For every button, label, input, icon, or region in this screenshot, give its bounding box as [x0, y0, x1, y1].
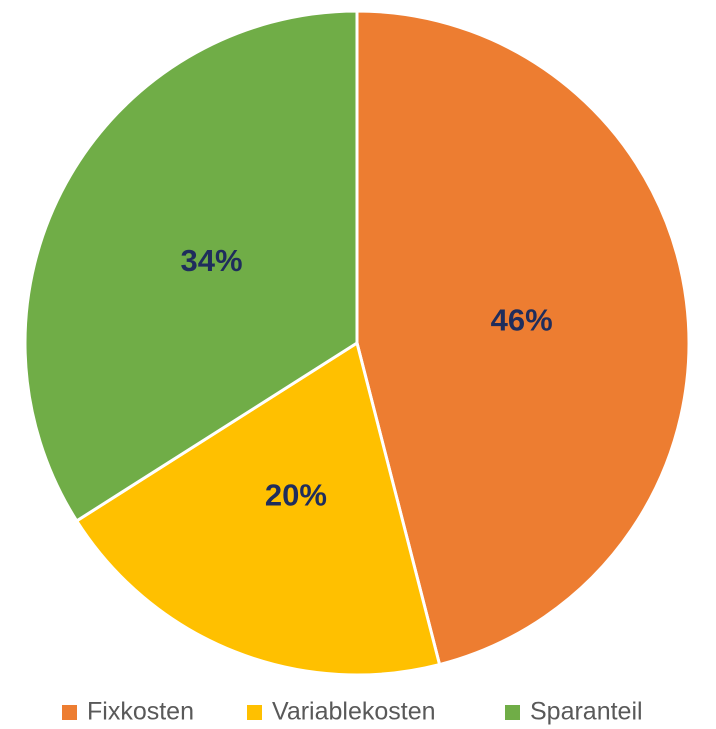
value-label: 20%: [265, 478, 327, 513]
value-label: 34%: [181, 243, 243, 278]
legend-swatch: [247, 705, 262, 720]
legend-swatch: [62, 705, 77, 720]
pie-slice: [23, 9, 359, 523]
pie-slice: [355, 9, 691, 667]
value-label: 46%: [491, 302, 553, 337]
legend-label: Variablekosten: [272, 698, 436, 726]
legend-label: Fixkosten: [87, 698, 194, 726]
legend-swatch: [505, 705, 520, 720]
legend-label: Sparanteil: [530, 698, 643, 726]
pie-slice: [74, 340, 442, 677]
